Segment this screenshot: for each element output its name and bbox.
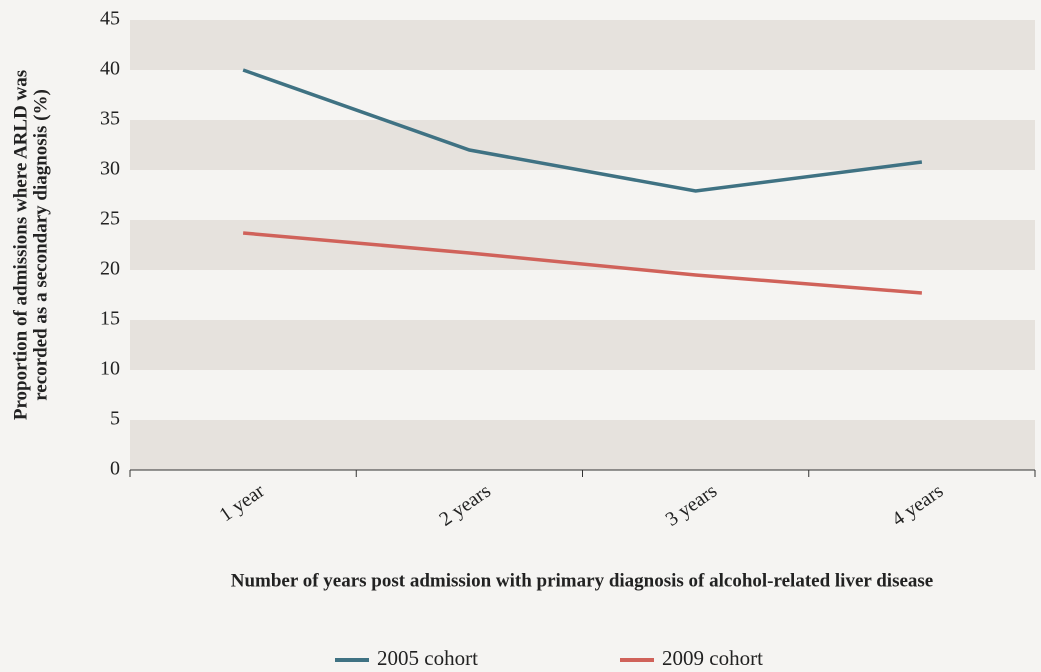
y-tick-label: 20	[100, 258, 120, 280]
y-tick-label: 35	[100, 108, 120, 130]
legend-label: 2005 cohort	[377, 646, 478, 670]
y-tick-label: 0	[110, 458, 120, 480]
y-tick-label: 45	[100, 8, 120, 30]
x-tick-label: 3 years	[662, 480, 722, 531]
y-tick-label: 25	[100, 208, 120, 230]
y-tick-label: 10	[100, 358, 120, 380]
series-line	[242, 68, 923, 193]
y-tick-label: 15	[100, 308, 120, 330]
grid-band	[130, 120, 1035, 170]
y-tick-label: 5	[110, 408, 120, 430]
y-tick-label: 40	[100, 58, 120, 80]
y-axis-title: Proportion of admissions where ARLD was …	[10, 70, 51, 420]
legend-label: 2009 cohort	[662, 646, 763, 670]
grid-band	[130, 420, 1035, 470]
x-tick-label: 4 years	[888, 480, 948, 531]
x-tick-label: 1 year	[216, 480, 269, 527]
y-axis-title-line: recorded as a secondary diagnosis (%)	[30, 89, 51, 401]
x-tick-label: 2 years	[435, 480, 495, 531]
y-tick-label: 30	[100, 158, 120, 180]
y-axis-title-line: Proportion of admissions where ARLD was	[10, 70, 31, 420]
x-axis-title: Number of years post admission with prim…	[231, 570, 933, 591]
grid-band	[130, 20, 1035, 70]
grid-band	[130, 220, 1035, 270]
grid-band	[130, 320, 1035, 370]
series-line	[242, 231, 923, 295]
